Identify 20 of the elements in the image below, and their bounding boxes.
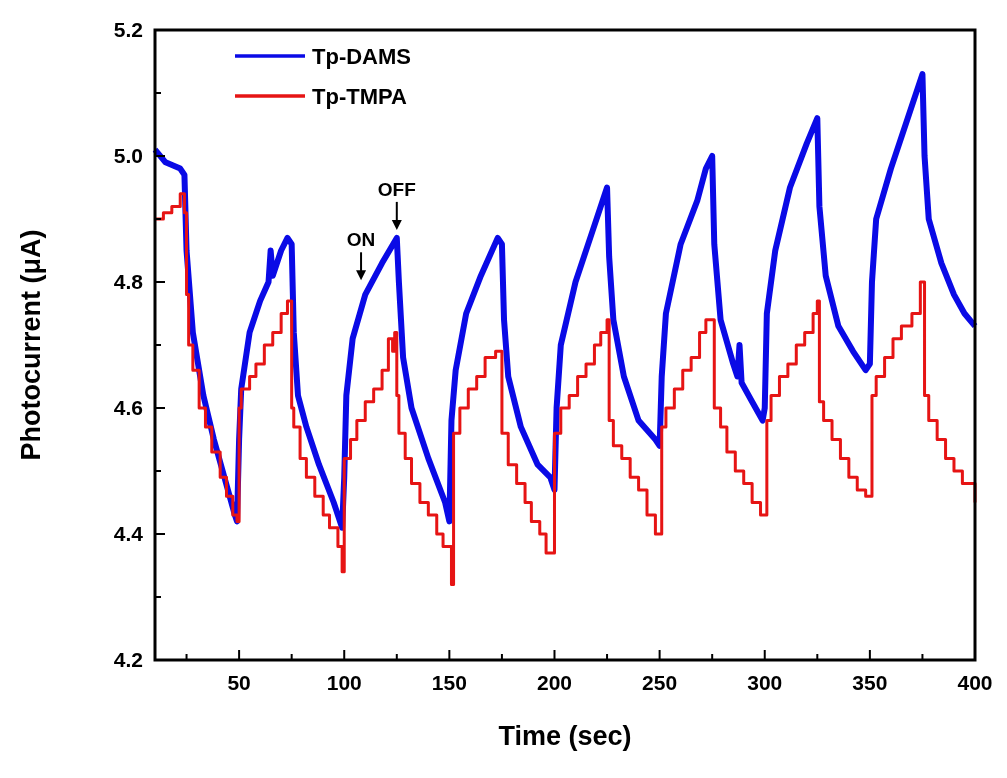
legend-label: Tp-DAMS <box>312 44 411 69</box>
annotation: ON <box>346 229 376 251</box>
x-tick-label: 100 <box>326 671 362 694</box>
y-tick-label: 5.2 <box>113 18 143 41</box>
y-tick-label: 4.8 <box>113 270 144 293</box>
x-tick-label: 400 <box>957 671 993 694</box>
x-tick-label: 300 <box>747 671 783 694</box>
x-tick-label: 250 <box>642 671 678 694</box>
y-tick-label: 4.6 <box>113 396 143 419</box>
x-tick-label: 350 <box>852 671 888 694</box>
y-tick-label: 5.0 <box>113 144 143 167</box>
legend-label: Tp-TMPA <box>312 84 408 109</box>
x-tick-label: 150 <box>431 671 467 694</box>
y-tick-label: 4.2 <box>113 648 143 671</box>
x-tick-label: 50 <box>227 671 251 694</box>
y-tick-label: 4.4 <box>113 522 144 545</box>
x-tick-label: 200 <box>536 671 573 694</box>
x-axis-title: Time (sec) <box>498 721 632 751</box>
y-axis-title: Photocurrent (μA) <box>16 229 46 461</box>
annotation: OFF <box>377 178 416 200</box>
